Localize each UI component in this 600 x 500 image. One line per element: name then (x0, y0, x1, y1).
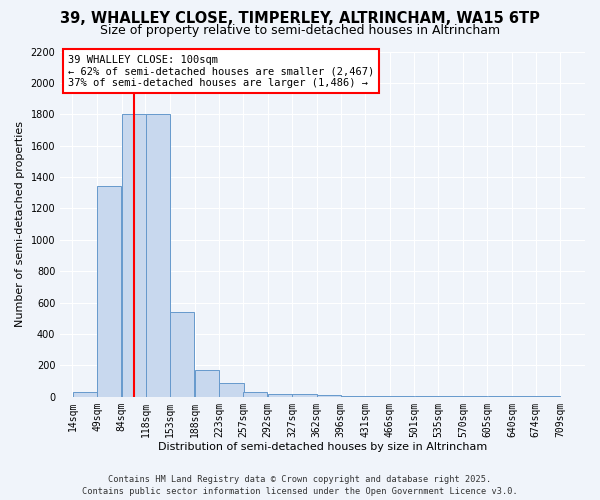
Bar (317, 396, 341, 397)
Text: 39 WHALLEY CLOSE: 100sqm
← 62% of semi-detached houses are smaller (2,467)
37% o: 39 WHALLEY CLOSE: 100sqm ← 62% of semi-d… (68, 54, 374, 88)
Bar (415, 396, 439, 397)
Bar (512, 396, 536, 397)
Bar (170, 312, 194, 397)
Bar (244, 392, 268, 397)
Bar (536, 396, 560, 397)
Bar (365, 396, 389, 397)
Bar (146, 114, 170, 397)
Bar (73, 392, 97, 397)
Text: Contains HM Land Registry data © Crown copyright and database right 2025.
Contai: Contains HM Land Registry data © Crown c… (82, 474, 518, 496)
Bar (390, 396, 414, 397)
Y-axis label: Number of semi-detached properties: Number of semi-detached properties (15, 121, 25, 327)
Bar (220, 382, 244, 397)
Bar (268, 394, 292, 397)
Text: 39, WHALLEY CLOSE, TIMPERLEY, ALTRINCHAM, WA15 6TP: 39, WHALLEY CLOSE, TIMPERLEY, ALTRINCHAM… (60, 11, 540, 26)
Bar (97, 186, 121, 397)
Bar (439, 396, 463, 397)
Bar (463, 396, 487, 397)
Bar (122, 114, 146, 397)
Text: Size of property relative to semi-detached houses in Altrincham: Size of property relative to semi-detach… (100, 24, 500, 37)
Bar (488, 396, 512, 397)
Bar (341, 396, 365, 397)
X-axis label: Distribution of semi-detached houses by size in Altrincham: Distribution of semi-detached houses by … (158, 442, 487, 452)
Bar (292, 394, 317, 397)
Bar (195, 370, 219, 397)
